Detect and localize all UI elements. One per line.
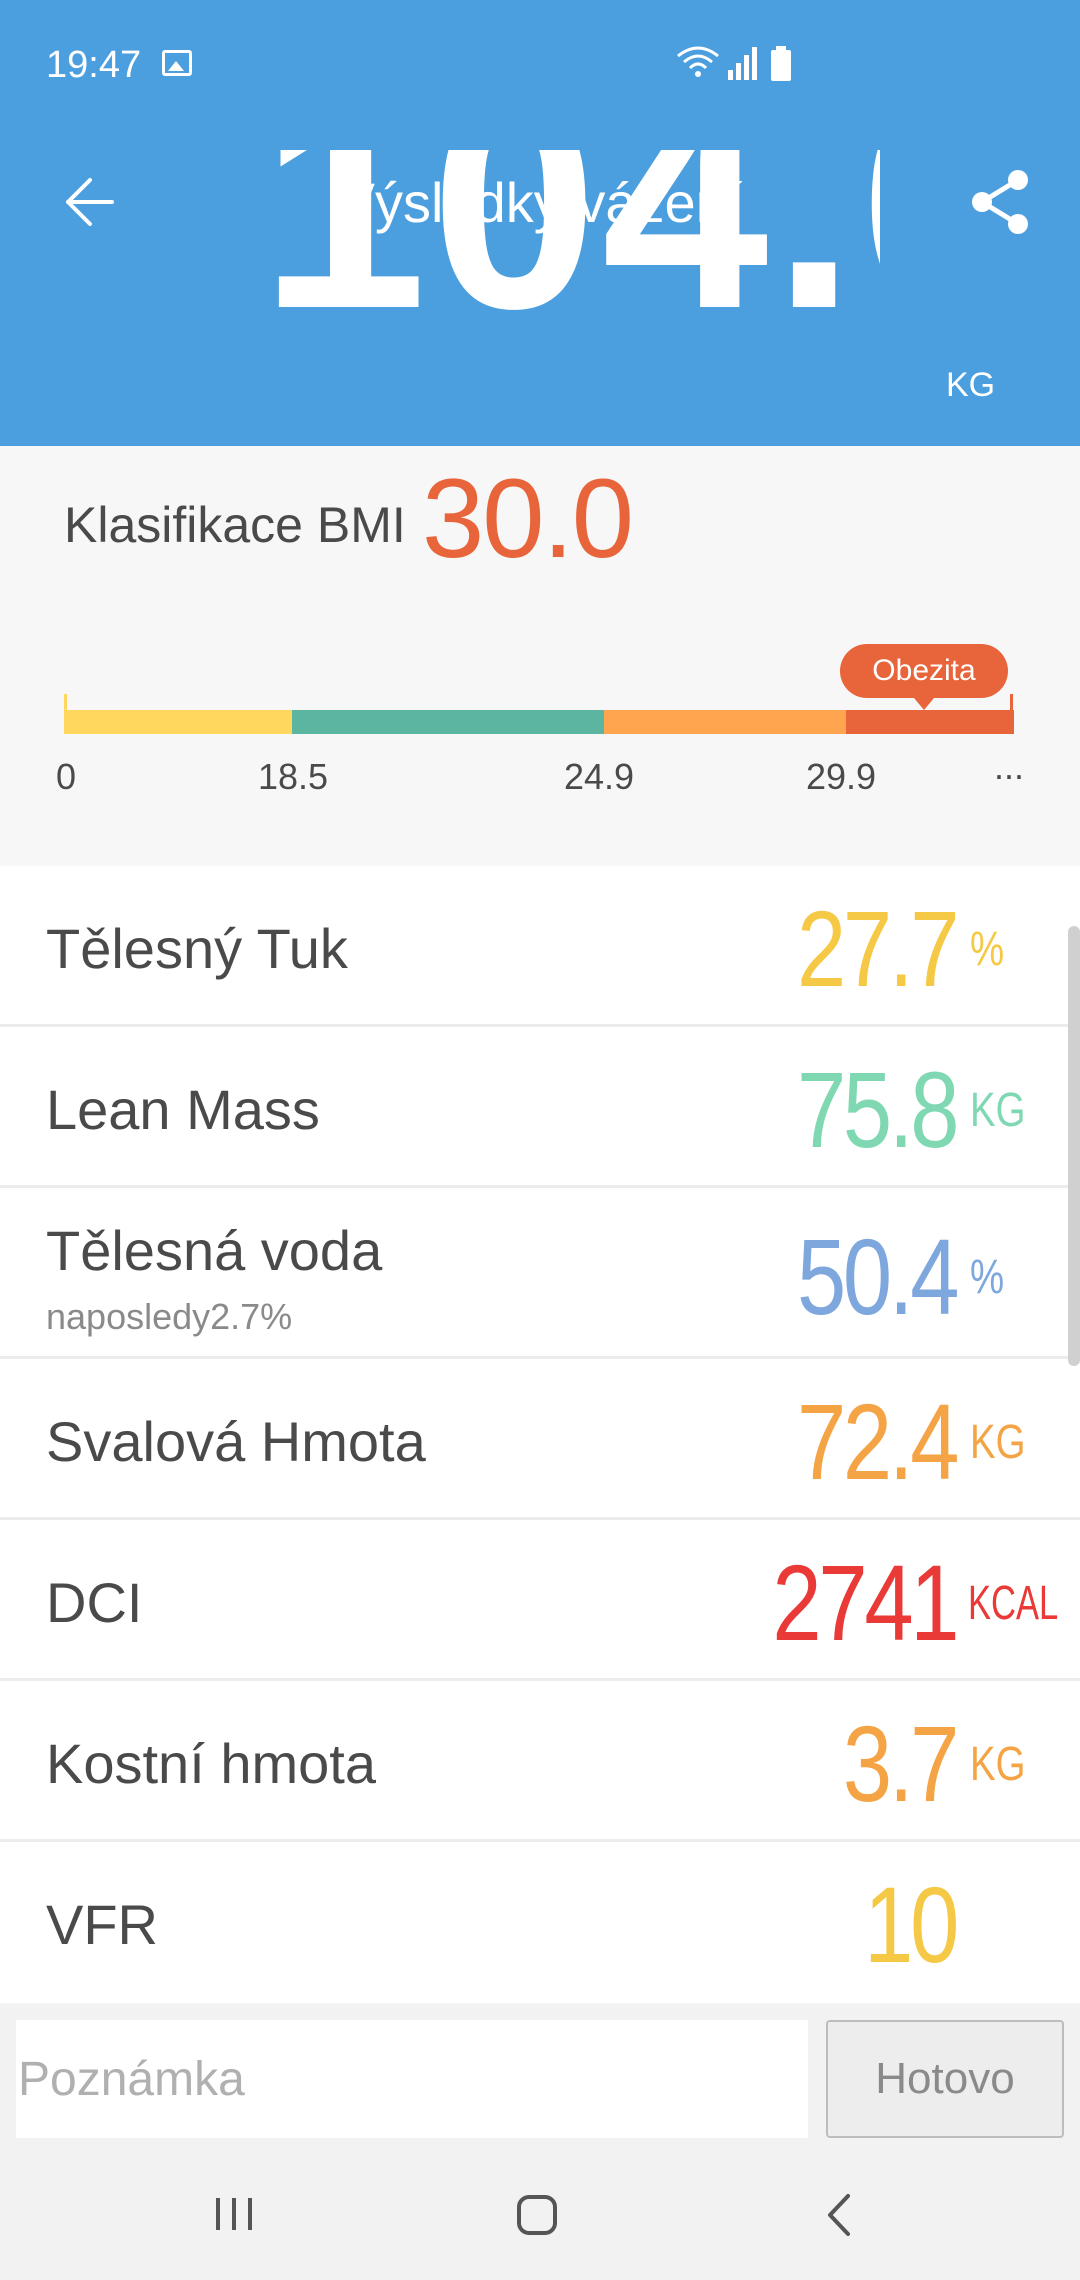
battery-icon (771, 46, 791, 81)
metric-subtext: naposledy2.7% (46, 1296, 293, 1337)
bmi-scale-bar (64, 710, 1014, 734)
bmi-section: Klasifikace BMI 30.0 Obezita 0 18.5 24.9… (0, 446, 1080, 866)
scrollbar[interactable] (1068, 926, 1080, 1366)
metric-row-lean-mass[interactable]: Lean Mass 75.8 KG (0, 1027, 1080, 1188)
home-icon[interactable] (516, 2194, 558, 2236)
bmi-classification-badge: Obezita (840, 644, 1008, 710)
share-icon[interactable] (960, 162, 1040, 242)
bmi-segment-overweight (604, 710, 846, 734)
image-notification-icon (162, 50, 192, 76)
metric-row-vfr[interactable]: VFR 10 (0, 1842, 1080, 2003)
metric-name: Tělesná voda (46, 1219, 383, 1282)
bmi-segment-underweight (64, 710, 292, 734)
metric-name: Lean Mass (46, 1078, 320, 1141)
nav-back-icon[interactable] (820, 2192, 860, 2238)
metric-name: Kostní hmota (46, 1732, 376, 1795)
metric-row-dci[interactable]: DCI 2741 KCAL (0, 1520, 1080, 1681)
note-input[interactable] (16, 2020, 808, 2138)
metric-value: 75.8 (796, 1049, 960, 1170)
metric-name: Tělesný Tuk (46, 917, 348, 980)
signal-icon (728, 47, 757, 80)
metric-row-muscle-mass[interactable]: Svalová Hmota 72.4 KG (0, 1359, 1080, 1520)
metric-row-body-fat[interactable]: Tělesný Tuk 27.7 % (0, 866, 1080, 1027)
metric-value: 50.4 (796, 1216, 960, 1337)
bmi-value: 30.0 (422, 456, 634, 581)
metric-value: 10 (864, 1864, 959, 1985)
done-button[interactable]: Hotovo (826, 2020, 1064, 2138)
back-arrow-icon[interactable] (50, 162, 140, 242)
metric-unit: % (970, 923, 1005, 976)
bmi-scale-label: 24.9 (564, 756, 635, 797)
status-bar: 19:47 (0, 0, 1080, 130)
bmi-scale-label: 18.5 (258, 756, 329, 797)
bmi-label: Klasifikace BMI (64, 497, 406, 553)
metric-unit: KCAL (968, 1577, 1059, 1630)
header: 19:47 Výsledky vážení (0, 0, 1080, 446)
metrics-list: Tělesný Tuk 27.7 % Lean Mass 75.8 KG Těl… (0, 866, 1080, 2003)
recent-apps-icon[interactable] (212, 2194, 256, 2234)
weight-value: 104.0 (260, 150, 880, 360)
status-time: 19:47 (46, 44, 142, 86)
weight-unit: KG (946, 366, 996, 404)
bmi-scale-label: ... (994, 746, 1025, 787)
bmi-segment-normal (292, 710, 604, 734)
metric-value: 27.7 (796, 888, 960, 1009)
metric-value: 2741 (772, 1542, 959, 1663)
bmi-scale-label: 29.9 (806, 756, 877, 797)
bmi-scale-end-tick (1010, 694, 1013, 734)
metric-row-body-water[interactable]: Tělesná voda naposledy2.7% 50.4 % (0, 1188, 1080, 1359)
metric-unit: KG (970, 1738, 1026, 1791)
wifi-icon (677, 46, 719, 77)
metric-name: DCI (46, 1571, 143, 1634)
system-nav-bar (0, 2154, 1080, 2280)
metric-name: VFR (46, 1893, 158, 1956)
app-bar: Výsledky vážení (0, 140, 1080, 260)
metric-value: 72.4 (796, 1381, 960, 1502)
metric-unit: % (970, 1251, 1005, 1304)
metric-unit: KG (970, 1084, 1026, 1137)
bmi-segment-obese (846, 710, 1014, 734)
metric-row-bone-mass[interactable]: Kostní hmota 3.7 KG (0, 1681, 1080, 1842)
metric-name: Svalová Hmota (46, 1410, 426, 1473)
bmi-scale-label: 0 (56, 756, 77, 797)
metric-value: 3.7 (842, 1703, 960, 1824)
metric-unit: KG (970, 1416, 1026, 1469)
note-bar: Hotovo (0, 2004, 1080, 2154)
page-title: Výsledky vážení (337, 171, 743, 234)
